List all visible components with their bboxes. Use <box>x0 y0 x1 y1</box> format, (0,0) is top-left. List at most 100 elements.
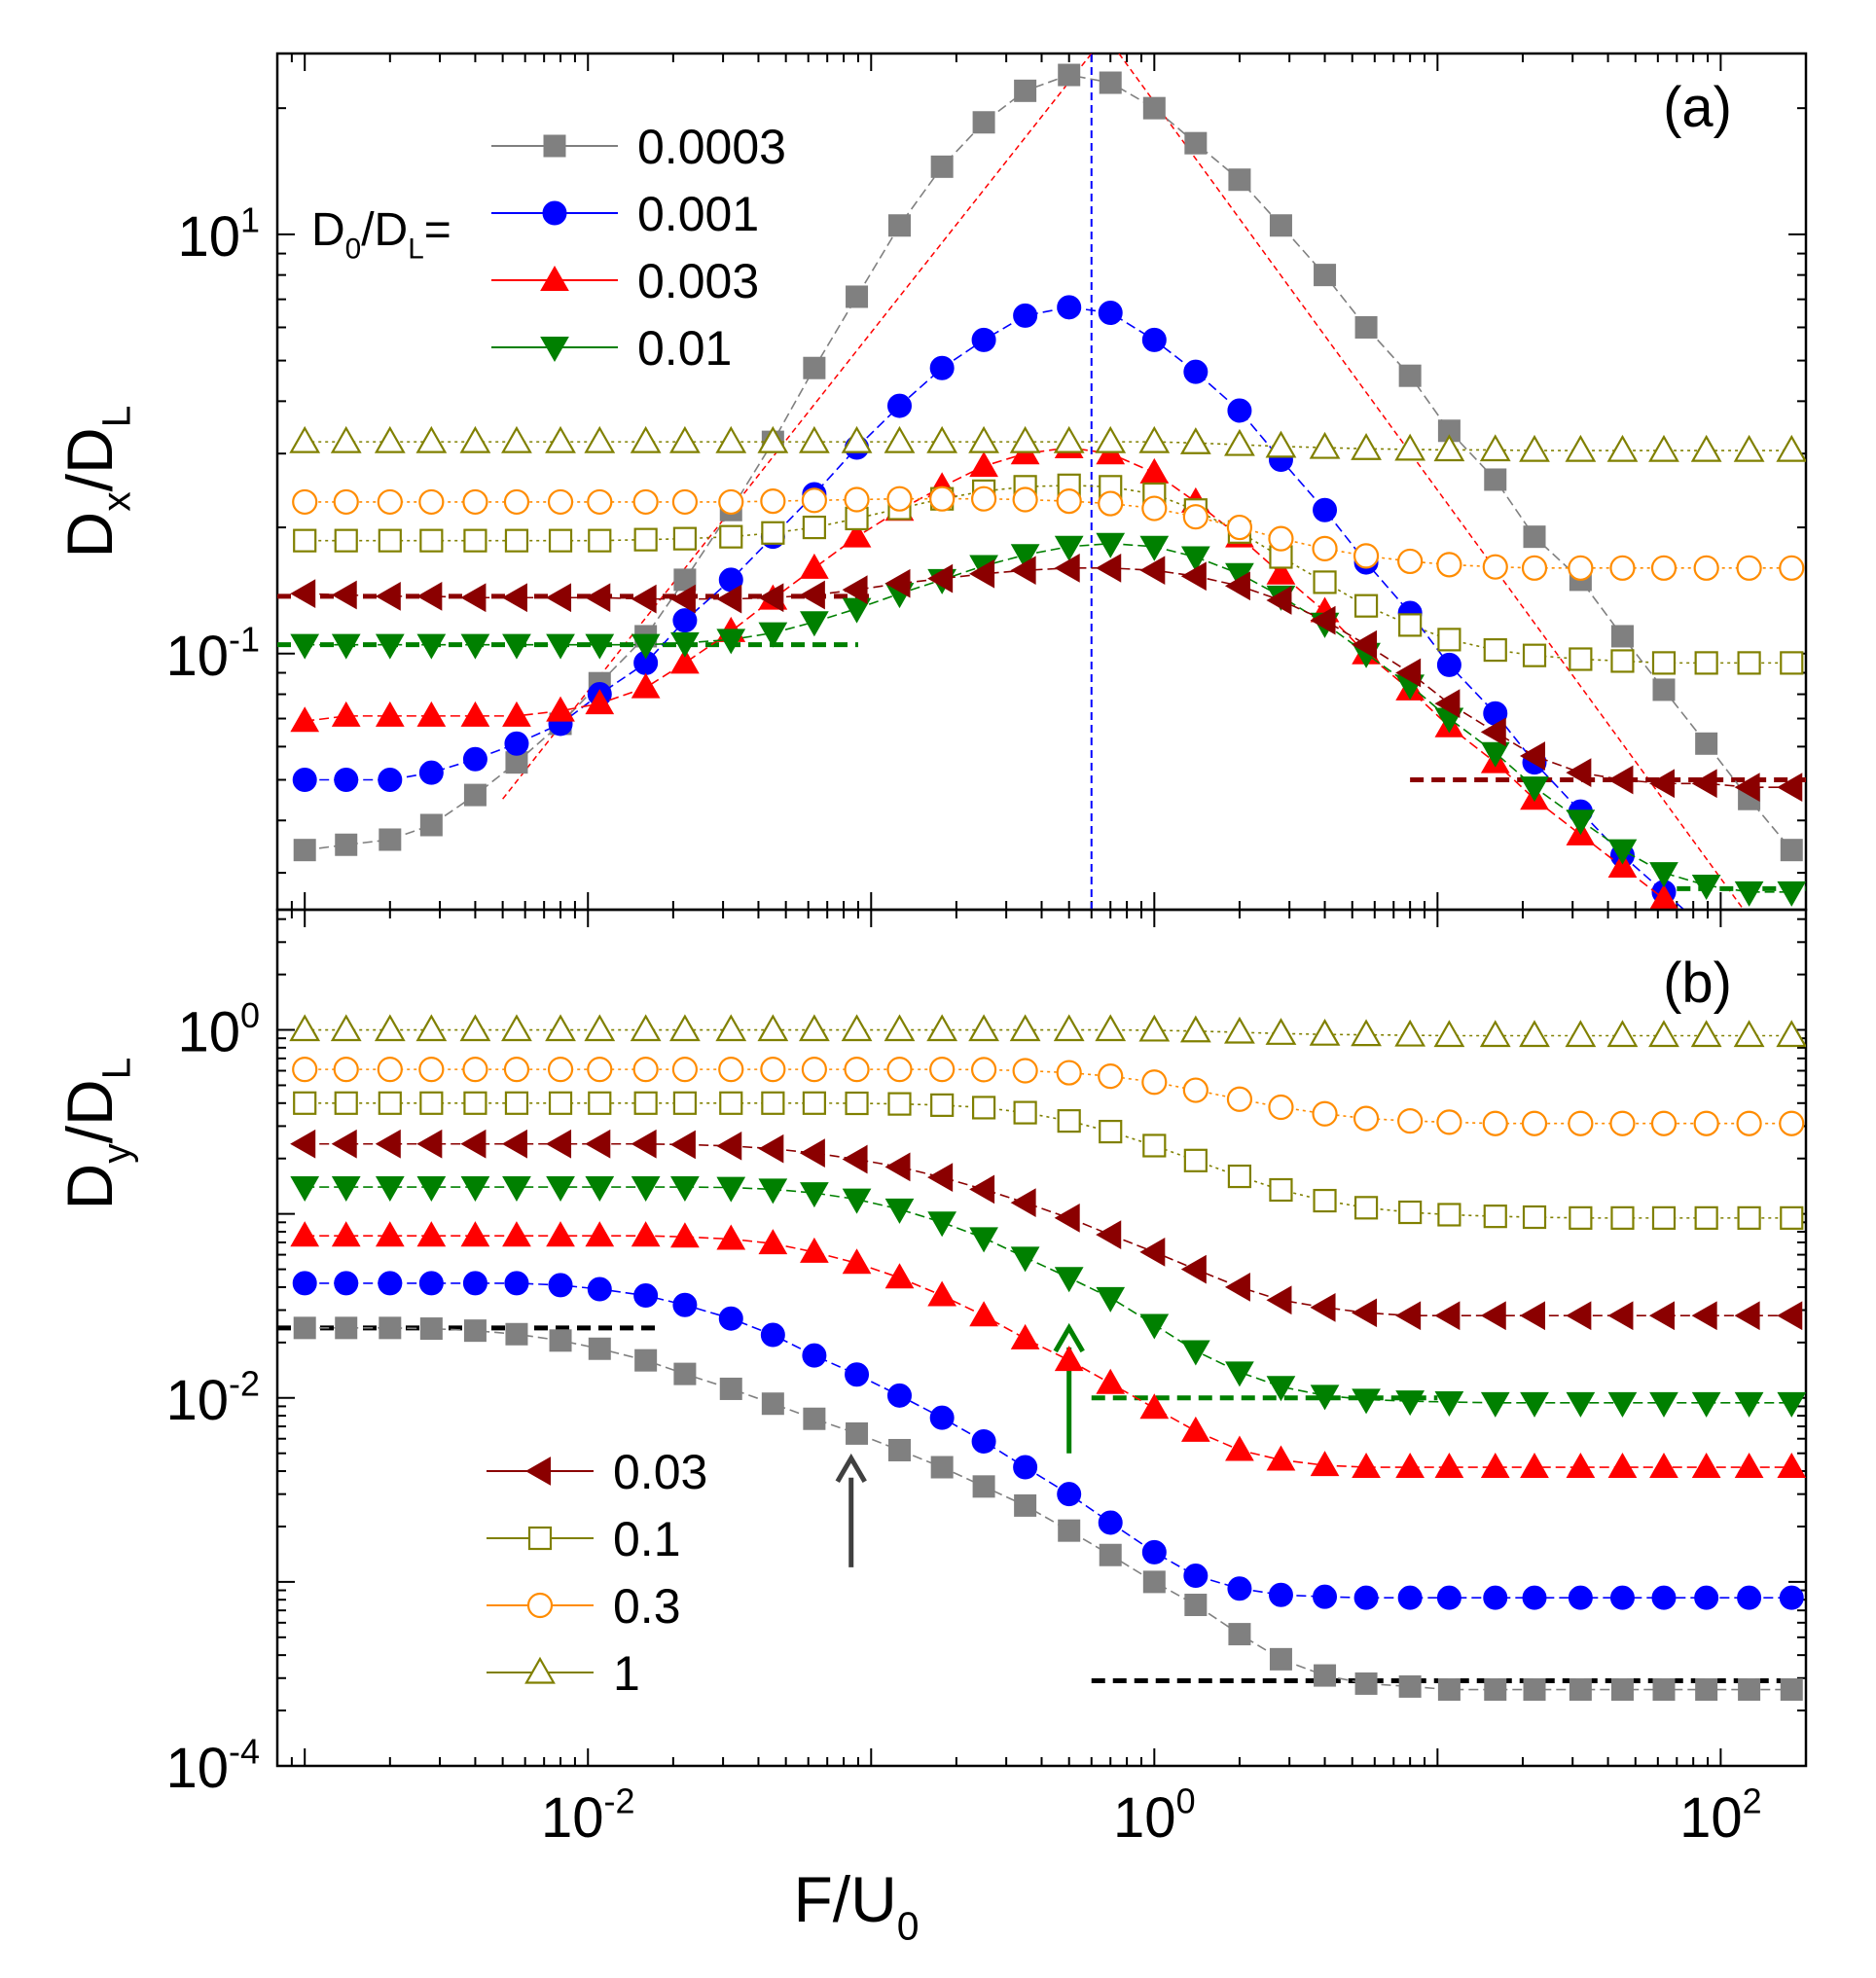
data-point <box>1053 1014 1085 1042</box>
y-tick-label-part-0: 10 <box>177 205 240 269</box>
series-line <box>305 1101 1792 1219</box>
data-point <box>1057 1109 1081 1133</box>
x-tick-label: 102 <box>1679 1781 1762 1850</box>
data-point <box>631 633 661 660</box>
data-point <box>630 1014 662 1042</box>
data-point <box>1268 1094 1294 1121</box>
data-point <box>460 583 487 613</box>
data-point <box>1566 1301 1592 1331</box>
data-point <box>929 1405 955 1430</box>
data-point <box>378 768 403 793</box>
data-point <box>1610 1678 1634 1702</box>
x-tick-label: 100 <box>1113 1781 1196 1850</box>
data-point <box>631 1129 657 1159</box>
data-point <box>669 1014 701 1042</box>
data-point <box>1695 732 1718 755</box>
data-point <box>588 528 612 553</box>
x-tick-label: 10-2 <box>541 1781 634 1850</box>
data-point <box>1776 1020 1806 1048</box>
data-point <box>1695 1678 1718 1702</box>
data-point <box>1312 1100 1338 1127</box>
data-point <box>292 768 317 793</box>
data-point <box>1777 773 1803 803</box>
data-point <box>1738 1678 1761 1702</box>
data-point <box>1436 652 1461 677</box>
data-point <box>670 1222 700 1248</box>
data-point <box>1437 1678 1461 1702</box>
data-point <box>1096 532 1126 558</box>
y-tick-label-part-1: -1 <box>229 619 260 659</box>
data-point <box>1351 433 1382 460</box>
panel-label: (b) <box>1663 952 1732 1015</box>
data-point <box>1265 430 1297 458</box>
data-point <box>1737 651 1761 675</box>
data-point <box>1096 1286 1126 1313</box>
data-point <box>718 1057 744 1083</box>
data-point <box>585 1129 611 1159</box>
series-line <box>305 1235 1792 1468</box>
legend-label: 0.01 <box>637 321 732 376</box>
data-point <box>1691 875 1721 901</box>
data-point <box>969 451 998 478</box>
data-point <box>1352 629 1378 660</box>
data-point <box>1227 1576 1252 1601</box>
data-point <box>546 583 572 613</box>
data-point <box>504 1091 529 1115</box>
arrow-head <box>835 1453 867 1484</box>
data-point <box>1482 554 1508 580</box>
data-point <box>588 1091 612 1115</box>
data-point <box>802 1091 826 1115</box>
data-point <box>379 1316 402 1340</box>
data-point <box>886 1383 912 1408</box>
data-point <box>758 622 788 648</box>
data-point <box>1523 1678 1546 1702</box>
data-point <box>1398 1200 1423 1225</box>
data-point <box>1394 433 1426 461</box>
x-tick-label-part-0: 10 <box>541 1786 604 1850</box>
data-point <box>1224 428 1255 456</box>
data-point <box>926 1014 958 1042</box>
data-point <box>1053 425 1085 453</box>
data-point <box>1138 425 1171 453</box>
data-point <box>844 1057 870 1083</box>
data-point <box>290 706 320 733</box>
data-point <box>1013 1455 1038 1480</box>
series-line <box>305 306 1685 910</box>
guide-line <box>1118 54 1745 910</box>
legend-item: 0.01 <box>491 321 732 376</box>
data-point <box>1737 1585 1762 1610</box>
data-point <box>1225 1361 1254 1387</box>
data-point <box>377 488 403 516</box>
data-point <box>418 488 445 516</box>
data-point <box>1269 214 1292 237</box>
data-point <box>374 425 406 453</box>
data-point <box>293 528 317 553</box>
data-point <box>1398 613 1423 637</box>
data-point <box>1651 1205 1677 1230</box>
data-point <box>927 1163 954 1192</box>
data-point <box>799 580 825 610</box>
data-point <box>1483 1205 1507 1229</box>
data-point <box>1609 555 1636 581</box>
data-point <box>292 1271 317 1296</box>
data-point <box>1780 839 1803 862</box>
data-point <box>1652 678 1676 701</box>
data-point <box>1436 1585 1461 1610</box>
data-point <box>800 611 829 637</box>
data-point <box>798 1014 830 1042</box>
data-point <box>501 583 527 613</box>
data-point <box>463 783 487 807</box>
data-point <box>1095 1014 1127 1042</box>
data-point <box>1394 1019 1426 1047</box>
data-point <box>1312 535 1338 561</box>
data-point <box>1566 1453 1596 1479</box>
data-point <box>1099 1543 1122 1566</box>
data-point <box>970 486 997 512</box>
y-tick-label-part-1: 0 <box>240 995 260 1035</box>
legend-item: 0.3 <box>487 1579 681 1634</box>
data-point <box>1649 1453 1678 1479</box>
data-point <box>1098 300 1123 325</box>
data-point <box>972 1475 995 1498</box>
data-point <box>930 1456 954 1479</box>
data-point <box>633 1091 658 1115</box>
